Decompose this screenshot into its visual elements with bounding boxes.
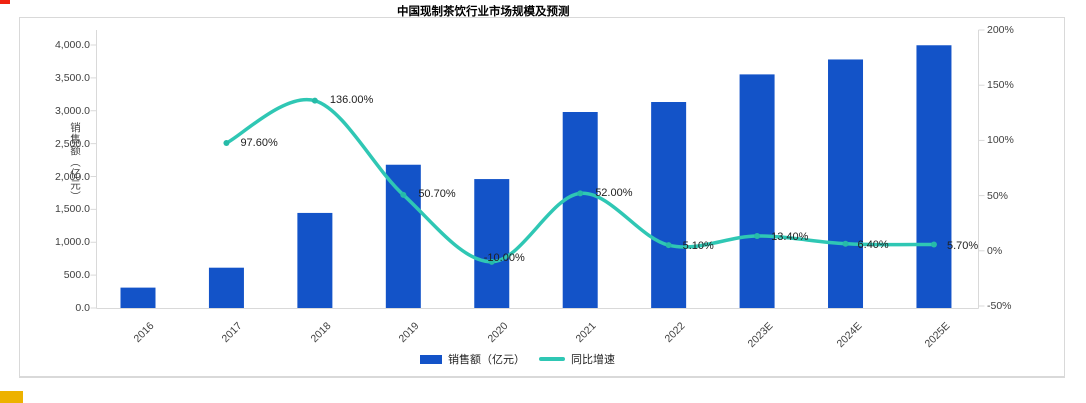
right-axis-tick-label: 200%	[987, 24, 1014, 36]
bar-2021	[562, 111, 598, 308]
y-axis-tick-label: 500.0	[63, 269, 90, 282]
growth-line	[224, 97, 936, 264]
legend: 销售额（亿元） 同比增速	[420, 351, 615, 367]
y-axis-tick-label: 4,000.0	[54, 39, 90, 51]
line-data-label: 5.70%	[946, 239, 979, 252]
line-data-label: 13.40%	[771, 231, 809, 243]
right-axis-tick-label: 0%	[987, 244, 1003, 257]
y-axis-title: 销售额（亿元）	[69, 122, 81, 203]
bar-2019	[385, 164, 421, 308]
bar-2018	[297, 212, 333, 308]
line-point-2021	[577, 190, 584, 197]
y-axis-tick-label: 1,000.0	[54, 236, 90, 249]
right-axis-tick-label: 150%	[987, 79, 1014, 92]
right-axis-tick-label: 100%	[987, 134, 1014, 147]
line-point-2018	[311, 97, 318, 104]
legend-item-growth: 同比增速	[539, 351, 615, 367]
line-point-2025E	[930, 241, 937, 248]
chart-title: 中国现制茶饮行业市场规模及预测	[397, 6, 570, 18]
y-axis-tick-label: 1,500.0	[54, 203, 90, 216]
line-point-2023E	[754, 233, 761, 240]
line-data-label: 5.10%	[682, 240, 714, 253]
x-axis-tick-label: 2020	[485, 320, 511, 346]
y-axis-tick-label: 3,000.0	[54, 104, 90, 117]
line-point-2017	[223, 140, 230, 147]
x-axis-tick-label: 2023E	[745, 320, 776, 350]
red-corner-marker	[0, 0, 10, 4]
bar-2023E	[739, 74, 775, 308]
legend-item-sales: 销售额（亿元）	[420, 351, 525, 367]
line-point-2024E	[842, 240, 849, 247]
right-axis-tick-label: 50%	[987, 189, 1009, 202]
bar-series-swatch-icon	[420, 354, 442, 364]
chart-panel	[19, 17, 1065, 378]
line-point-2020	[488, 258, 495, 265]
legend-label-sales: 销售额（亿元）	[448, 354, 525, 366]
y-axis-tick-label: 2,000.0	[54, 170, 90, 183]
yellow-corner-marker	[0, 391, 23, 403]
line-data-label: 97.60%	[240, 137, 278, 150]
bar-2025E	[916, 45, 952, 308]
x-axis-tick-label: 2018	[308, 320, 334, 346]
x-axis-tick-label: 2021	[573, 320, 599, 346]
right-axis-tick-label: -50%	[987, 300, 1012, 312]
bar-2024E	[828, 59, 864, 309]
line-data-label: -10.00%	[483, 251, 525, 264]
x-axis-tick-label: 2022	[662, 320, 688, 346]
x-axis-tick-label: 2025E	[922, 320, 953, 350]
line-point-2022	[665, 242, 672, 249]
line-series-swatch-icon	[539, 357, 565, 361]
bar-2016	[120, 287, 156, 308]
line-data-label: 52.00%	[595, 187, 633, 200]
y-axis-tick-label: 0.0	[75, 302, 90, 314]
legend-label-growth: 同比增速	[571, 354, 615, 366]
bar-2022	[651, 102, 687, 308]
y-axis-tick-label: 3,500.0	[54, 71, 90, 84]
line-point-2019	[400, 191, 407, 198]
x-axis-tick-label: 2019	[396, 320, 422, 346]
line-data-label: 136.00%	[329, 93, 374, 106]
x-axis-tick-label: 2016	[131, 320, 157, 346]
x-axis-tick-label: 2017	[219, 320, 245, 346]
bar-2020	[474, 179, 510, 308]
y-axis-tick-label: 2,500.0	[54, 137, 90, 150]
line-data-label: 50.70%	[418, 187, 456, 200]
line-data-label: 6.40%	[857, 238, 889, 251]
x-axis-tick-label: 2024E	[834, 320, 865, 350]
bar-2017	[208, 267, 244, 308]
